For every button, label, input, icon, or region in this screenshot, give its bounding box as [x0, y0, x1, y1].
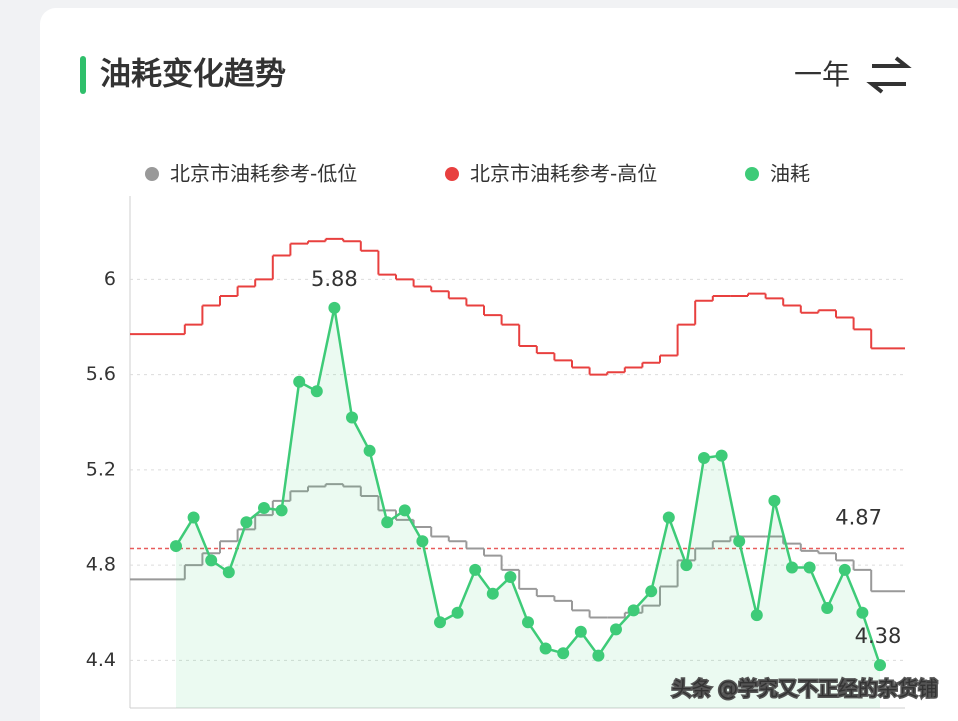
point — [610, 623, 622, 636]
area — [176, 307, 880, 708]
reference-label: 4.87 — [835, 505, 882, 529]
point — [363, 444, 376, 457]
point — [803, 561, 816, 574]
watermark: 头条 @学究又不正经的杂货铺 — [672, 677, 938, 701]
chart-title: 油耗变化趋势 — [100, 57, 286, 93]
point — [205, 554, 218, 567]
switch-icon[interactable] — [866, 56, 912, 94]
point — [187, 511, 200, 524]
point — [733, 535, 746, 548]
point — [258, 501, 270, 514]
point — [838, 563, 851, 576]
point — [240, 516, 253, 529]
data-label: 4.38 — [855, 624, 902, 648]
point — [170, 540, 182, 553]
legend-swatch — [145, 167, 159, 181]
step-line — [130, 237, 905, 376]
point — [275, 504, 288, 517]
point — [768, 494, 781, 507]
point — [293, 375, 306, 388]
point — [522, 616, 534, 629]
legend-swatch — [445, 167, 459, 181]
icon-arrow — [872, 56, 912, 68]
point — [627, 604, 640, 617]
point — [662, 511, 675, 524]
point — [222, 566, 235, 579]
point — [539, 642, 552, 655]
point — [698, 451, 710, 464]
point — [486, 587, 499, 600]
point — [821, 601, 834, 614]
point — [416, 535, 429, 548]
y-tick-label: 4.4 — [86, 649, 116, 671]
point — [451, 606, 464, 619]
icon-arrow — [866, 82, 906, 94]
point — [592, 649, 605, 662]
point — [574, 625, 587, 638]
point — [645, 585, 658, 598]
point — [715, 449, 728, 462]
legend-label: 油耗 — [770, 162, 810, 186]
y-tick-label: 6 — [104, 268, 116, 290]
legend-label: 北京市油耗参考-低位 — [170, 162, 357, 186]
point — [557, 647, 570, 660]
title-accent — [80, 56, 86, 94]
period-selector[interactable]: 一年 — [794, 58, 850, 91]
point — [346, 411, 358, 424]
card — [40, 8, 958, 721]
point — [469, 563, 482, 576]
point — [750, 609, 763, 622]
point — [434, 616, 446, 629]
point — [310, 385, 323, 398]
point — [786, 561, 798, 574]
point — [874, 659, 886, 672]
step-line — [130, 483, 905, 619]
point — [504, 571, 517, 584]
y-tick-label: 5.2 — [86, 458, 116, 480]
y-tick-label: 4.8 — [86, 554, 116, 576]
point — [398, 504, 411, 517]
y-tick-label: 5.6 — [86, 363, 116, 385]
data-label: 5.88 — [311, 267, 358, 291]
legend-label: 北京市油耗参考-高位 — [470, 162, 657, 186]
legend-swatch — [745, 167, 759, 181]
point — [328, 301, 341, 314]
point — [856, 606, 869, 619]
point — [381, 516, 394, 529]
point — [680, 559, 693, 572]
